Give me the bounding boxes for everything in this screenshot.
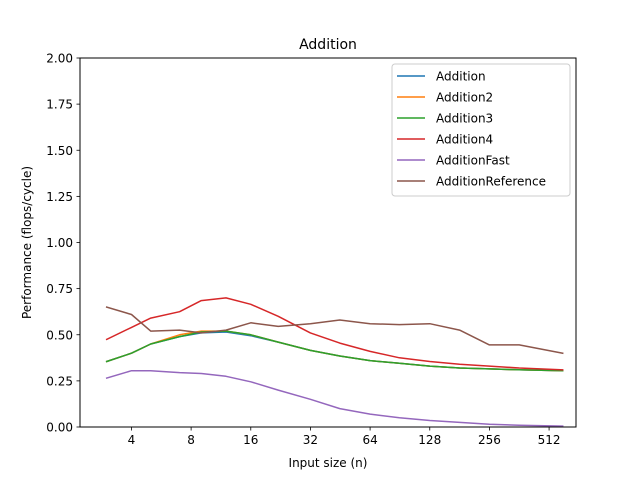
y-tick-label: 1.50 bbox=[46, 144, 73, 158]
x-tick-label: 256 bbox=[478, 433, 501, 447]
x-axis-label: Input size (n) bbox=[289, 456, 368, 470]
y-tick-label: 0.25 bbox=[46, 374, 73, 388]
x-tick-label: 8 bbox=[187, 433, 195, 447]
x-tick-label: 128 bbox=[418, 433, 441, 447]
plot-area bbox=[105, 297, 564, 427]
legend: Addition Addition2 Addition3 Addition4 Addit… bbox=[391, 63, 571, 197]
series-line-additionfast bbox=[105, 369, 564, 427]
x-tick-label: 4 bbox=[128, 433, 136, 447]
y-tick-label: 1.75 bbox=[46, 98, 73, 112]
y-axis-label: Performance (flops/cycle) bbox=[20, 166, 34, 319]
y-tick-label: 2.00 bbox=[46, 52, 73, 66]
y-tick-label: 0.75 bbox=[46, 282, 73, 296]
chart-title: Addition bbox=[299, 37, 357, 53]
y-tick-label: 1.25 bbox=[46, 190, 73, 204]
legend-label: Addition4 bbox=[436, 133, 493, 147]
legend-label: Addition bbox=[436, 70, 486, 84]
series-line-addition4 bbox=[105, 297, 564, 371]
y-tick-label: 0.50 bbox=[46, 328, 73, 342]
series-line-additionreference bbox=[105, 306, 564, 355]
y-tick-label: 1.00 bbox=[46, 236, 73, 250]
legend-label: AdditionReference bbox=[436, 175, 546, 189]
legend-box bbox=[391, 63, 571, 197]
x-tick-label: 64 bbox=[362, 433, 377, 447]
x-axis: 4 8 16 32 64 128 256 512 bbox=[128, 427, 561, 447]
legend-label: Addition2 bbox=[436, 91, 493, 105]
x-tick-label: 32 bbox=[303, 433, 318, 447]
legend-label: AdditionFast bbox=[436, 154, 510, 168]
y-tick-label: 0.00 bbox=[46, 421, 73, 435]
x-tick-label: 16 bbox=[243, 433, 258, 447]
series-line-addition3 bbox=[105, 330, 564, 372]
legend-label: Addition3 bbox=[436, 112, 493, 126]
x-tick-label: 512 bbox=[538, 433, 561, 447]
y-axis: 0.00 0.25 0.50 0.75 1.00 1.25 1.50 1.75 2.00 bbox=[46, 52, 80, 435]
